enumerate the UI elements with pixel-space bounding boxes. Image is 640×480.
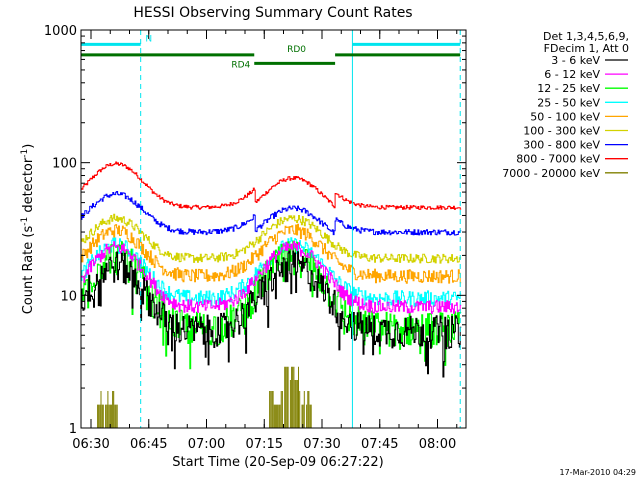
legend-entry-label: 100 - 300 keV — [523, 125, 600, 138]
legend-entry-label: 12 - 25 keV — [537, 82, 600, 95]
series-line-3 — [81, 240, 462, 370]
footer-date: 17-Mar-2010 04:29 — [560, 468, 637, 477]
y-axis-label-mid: detector — [21, 157, 36, 217]
series-line-9 — [97, 366, 312, 428]
series-line-1 — [81, 250, 462, 378]
plot-area — [81, 161, 462, 428]
y-tick-label: 10 — [60, 289, 77, 304]
legend-entry-label: 800 - 7000 keV — [516, 153, 600, 166]
x-tick-label: 06:30 — [72, 437, 109, 452]
flag-label: RD0 — [287, 45, 306, 55]
legend-entry-label: 25 - 50 keV — [537, 96, 600, 109]
series-line-8 — [81, 161, 462, 210]
flag-label: N — [145, 34, 152, 44]
series-line-2 — [81, 241, 462, 315]
y-tick-label: 1 — [69, 422, 77, 437]
x-tick-label: 06:45 — [130, 437, 167, 452]
x-tick-label: 08:00 — [419, 437, 456, 452]
y-axis-label: Count Rate (s-1 detector-1) — [20, 144, 36, 315]
x-axis-label: Start Time (20-Sep-09 06:27:22) — [172, 455, 383, 470]
legend-entry-label: 300 - 800 keV — [523, 139, 600, 152]
series-line-6 — [81, 213, 462, 264]
chart-title: HESSI Observing Summary Count Rates — [133, 5, 412, 21]
x-tick-label: 07:45 — [361, 437, 398, 452]
y-axis-label-end: ) — [21, 144, 36, 149]
y-tick-label: 100 — [52, 157, 77, 172]
x-tick-label: 07:15 — [246, 437, 283, 452]
y-axis-ticks: 1 10 100 1000 — [44, 24, 466, 437]
plot-frame — [80, 29, 467, 429]
x-axis-ticks: 06:30 06:45 07:00 07:15 07:30 07:45 08:00 — [72, 30, 458, 452]
flag-label: RD4 — [231, 60, 250, 70]
legend-entry-label: 3 - 6 keV — [551, 54, 600, 67]
y-axis-label-sup1: -1 — [20, 217, 30, 226]
series-line-7 — [81, 191, 462, 236]
series-line-5 — [81, 223, 462, 284]
legend-entry-label: 7000 - 20000 keV — [502, 167, 600, 180]
legend-entry-label: 6 - 12 keV — [544, 68, 600, 81]
legend-header-line-2: FDecim 1, Att 0 — [544, 42, 629, 55]
flag-bars: N RD0 RD4 — [81, 34, 461, 70]
legend-entry-label: 50 - 100 keV — [530, 110, 600, 123]
legend: Det 1,3,4,5,6,9, FDecim 1, Att 0 3 - 6 k… — [502, 30, 629, 180]
y-tick-label: 1000 — [44, 24, 77, 39]
legend-header-line-1: Det 1,3,4,5,6,9, — [543, 30, 629, 43]
x-tick-label: 07:00 — [188, 437, 225, 452]
y-axis-label-sup2: -1 — [20, 149, 30, 158]
y-axis-label-main: Count Rate (s — [21, 226, 36, 315]
x-tick-label: 07:30 — [303, 437, 340, 452]
